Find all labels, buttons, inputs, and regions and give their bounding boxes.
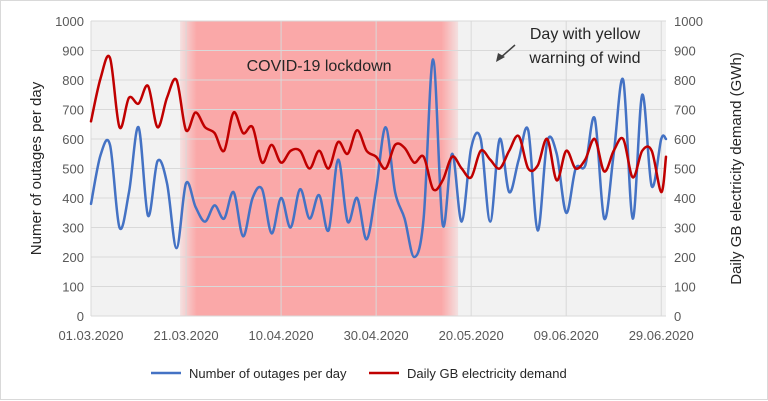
y-right-tick-label: 200 — [674, 250, 696, 265]
y-right-axis-title: Daily GB electricity demand (GWh) — [728, 52, 745, 285]
y-right-tick-label: 100 — [674, 280, 696, 295]
y-right-tick-label: 300 — [674, 221, 696, 236]
y-right-tick-label: 900 — [674, 44, 696, 59]
y-left-tick-label: 600 — [62, 132, 84, 147]
y-left-tick-label: 0 — [77, 309, 84, 324]
y-left-tick-label: 300 — [62, 221, 84, 236]
y-left-tick-label: 800 — [62, 73, 84, 88]
y-left-tick-label: 400 — [62, 191, 84, 206]
x-tick-label: 01.03.2020 — [58, 328, 123, 343]
y-right-tick-label: 700 — [674, 103, 696, 118]
y-right-tick-label: 800 — [674, 73, 696, 88]
legend-label-0: Number of outages per day — [189, 366, 347, 381]
x-tick-label: 10.04.2020 — [249, 328, 314, 343]
y-left-tick-label: 1000 — [55, 14, 84, 29]
y-left-tick-label: 100 — [62, 280, 84, 295]
y-right-tick-label: 0 — [674, 309, 681, 324]
x-tick-label: 09.06.2020 — [534, 328, 599, 343]
y-right-tick-label: 1000 — [674, 14, 703, 29]
lockdown-label: COVID-19 lockdown — [247, 58, 392, 75]
y-right-tick-label: 400 — [674, 191, 696, 206]
y-left-tick-label: 200 — [62, 250, 84, 265]
x-tick-label: 20.05.2020 — [439, 328, 504, 343]
series-line-outages — [89, 58, 668, 259]
y-left-axis-title: Numer of outages per day — [28, 81, 45, 255]
legend-label-1: Daily GB electricity demand — [407, 366, 567, 381]
y-left-tick-label: 700 — [62, 103, 84, 118]
annotation-line-1: Day with yellow — [530, 26, 641, 43]
y-left-tick-label: 900 — [62, 44, 84, 59]
annotation-line-2: warning of wind — [528, 50, 640, 67]
y-left-tick-label: 500 — [62, 162, 84, 177]
y-right-tick-label: 500 — [674, 162, 696, 177]
annotation-arrow-head — [496, 53, 505, 62]
x-tick-label: 30.04.2020 — [344, 328, 409, 343]
series-line-demand — [89, 54, 668, 194]
x-tick-label: 21.03.2020 — [154, 328, 219, 343]
y-right-tick-label: 600 — [674, 132, 696, 147]
x-tick-label: 29.06.2020 — [629, 328, 694, 343]
